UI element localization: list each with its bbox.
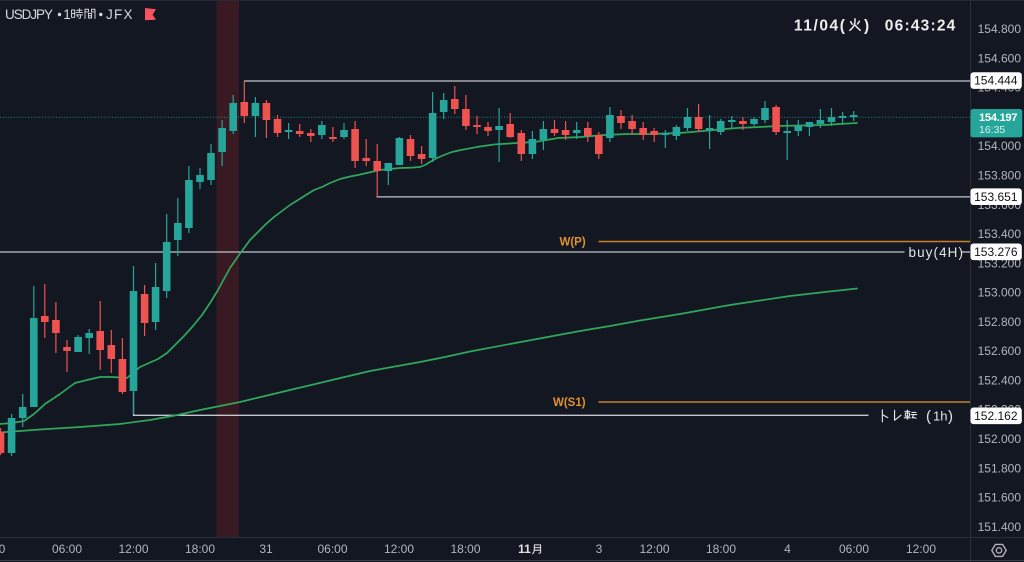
svg-text:16:35: 16:35 [979,124,1005,136]
svg-text:154.600: 154.600 [978,51,1022,65]
svg-text:11: 11 [518,542,531,556]
svg-text:0: 0 [0,542,6,556]
svg-text:31: 31 [259,542,273,556]
svg-text:06:00: 06:00 [839,542,869,556]
svg-text:153.800: 153.800 [978,169,1022,183]
svg-text:12:00: 12:00 [118,542,148,556]
svg-text:152.400: 152.400 [978,373,1022,387]
svg-text:152.000: 152.000 [978,432,1022,446]
svg-text:4: 4 [784,542,791,556]
svg-text:W(S1): W(S1) [553,397,586,409]
svg-text:11/04(: 11/04( [794,18,846,35]
svg-text:151.800: 151.800 [978,461,1022,475]
svg-text:(: ( [926,408,931,425]
svg-text:18:00: 18:00 [450,542,480,556]
svg-text:152.162: 152.162 [974,409,1018,423]
svg-text:1: 1 [63,7,71,22]
svg-text:151.600: 151.600 [978,491,1022,505]
svg-text:USDJPY: USDJPY [5,7,53,22]
svg-text:152.800: 152.800 [978,315,1022,329]
svg-text:buy(4H): buy(4H) [909,245,964,260]
svg-text:06:43:24: 06:43:24 [885,18,956,35]
svg-text:06:00: 06:00 [52,542,82,556]
svg-text:152.600: 152.600 [978,344,1022,358]
svg-text:154.197: 154.197 [979,112,1018,124]
svg-text:154.444: 154.444 [974,74,1018,88]
svg-text:): ) [864,18,869,35]
svg-text:JFX: JFX [106,7,133,22]
svg-text:): ) [948,408,953,425]
svg-text:153.276: 153.276 [974,245,1018,259]
svg-text:3: 3 [596,542,603,556]
svg-text:18:00: 18:00 [706,542,736,556]
svg-text:12:00: 12:00 [384,542,414,556]
svg-text:153.000: 153.000 [978,286,1022,300]
svg-text:12:00: 12:00 [906,542,936,556]
svg-text:1h: 1h [933,409,947,424]
svg-text:154.000: 154.000 [978,139,1022,153]
svg-text:18:00: 18:00 [185,542,215,556]
svg-text:06:00: 06:00 [317,542,347,556]
svg-text:154.800: 154.800 [978,22,1022,36]
svg-text:W(P): W(P) [560,236,586,248]
svg-text:12:00: 12:00 [639,542,669,556]
svg-text:153.400: 153.400 [978,227,1022,241]
svg-text:151.400: 151.400 [978,520,1022,534]
svg-text:153.651: 153.651 [974,190,1018,204]
